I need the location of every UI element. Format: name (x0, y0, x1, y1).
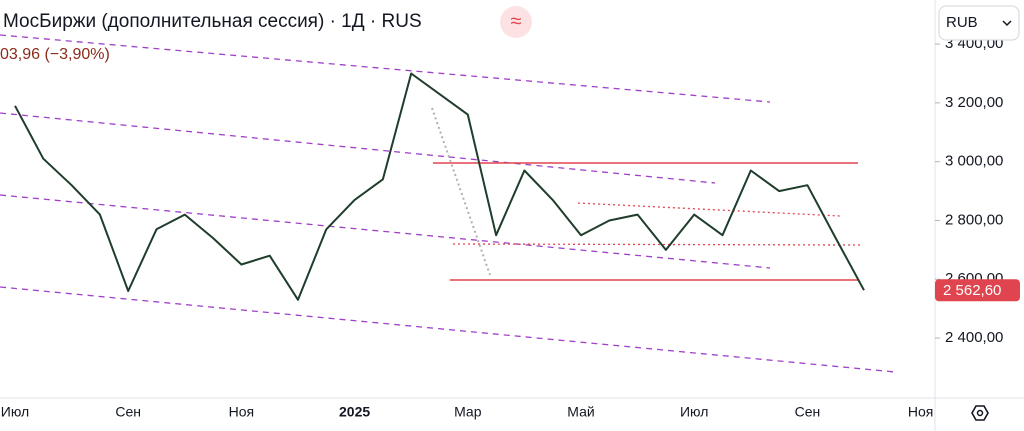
chart-title: МосБиржи (дополнительная сессия) · 1Д · … (3, 11, 422, 32)
x-tick-label: Июл (1, 404, 29, 420)
currency[interactable]: RUB (946, 14, 978, 31)
y-tick-label: 3 200,00 (945, 94, 1003, 111)
x-tick-label: 2025 (339, 404, 370, 420)
y-tick-label: 2 400,00 (945, 329, 1003, 346)
price-line (14, 72, 865, 301)
badge[interactable] (500, 6, 532, 38)
settings-icon[interactable] (971, 405, 989, 421)
x-tick-label: Май (567, 404, 594, 420)
x-tick-label: Июл (680, 404, 708, 420)
x-tick-label: Сен (115, 404, 141, 420)
drawings (0, 34, 896, 373)
x-tick-label: Ноя (229, 404, 254, 420)
x-tick-label: Мар (454, 404, 482, 420)
dropdown-arrow[interactable] (1002, 20, 1012, 27)
y-tick-label: 2 800,00 (945, 211, 1003, 228)
x-tick-label: Ноя (908, 404, 933, 420)
settings-icon-dot[interactable] (976, 409, 984, 417)
change: 03,96 (−3,90%) (0, 46, 110, 63)
currency-select[interactable] (938, 5, 1020, 41)
y-tick-label: 3 000,00 (945, 153, 1003, 170)
x-tick-label: Сен (795, 404, 821, 420)
last-price-box (935, 279, 1020, 302)
last-price-label: 2 562,60 (943, 282, 1001, 299)
badge-icon[interactable]: ≈ (511, 10, 522, 32)
